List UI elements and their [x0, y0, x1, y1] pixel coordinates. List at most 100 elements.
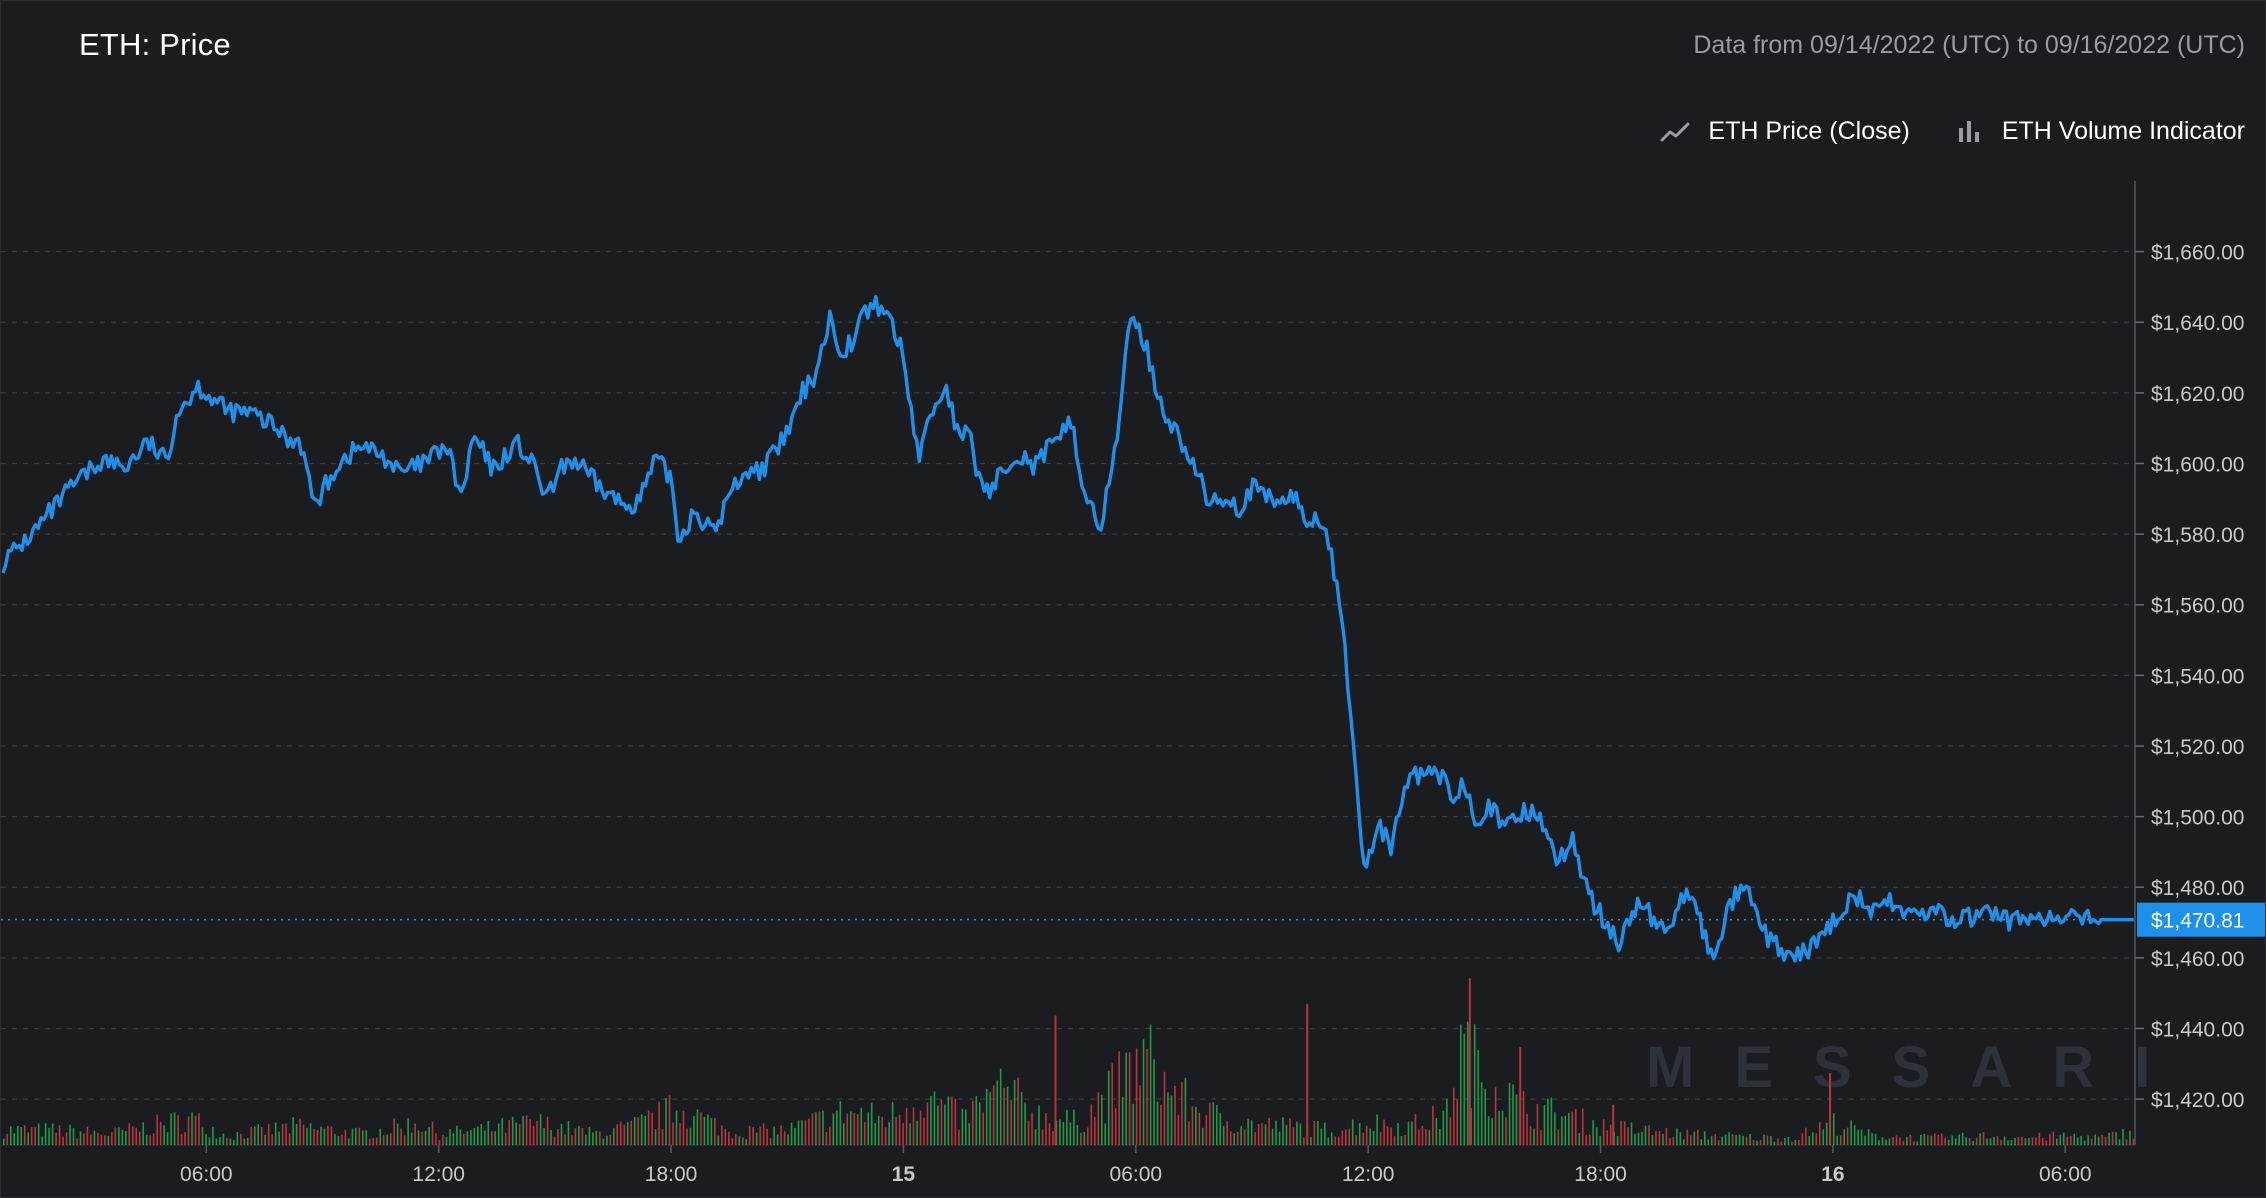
volume-bar	[933, 1091, 936, 1145]
volume-bar	[309, 1123, 312, 1145]
volume-bar	[1195, 1106, 1197, 1145]
volume-bar	[365, 1130, 368, 1145]
volume-bar	[829, 1126, 831, 1145]
volume-bar	[689, 1127, 692, 1145]
volume-bar	[6, 1133, 9, 1145]
volume-bar	[1428, 1129, 1431, 1145]
volume-bar	[1526, 1113, 1528, 1145]
volume-bar	[1240, 1126, 1242, 1145]
volume-bar	[780, 1125, 782, 1145]
volume-bar	[1306, 1004, 1309, 1145]
volume-bar	[1278, 1131, 1281, 1145]
volume-bar	[1268, 1117, 1270, 1145]
volume-bar	[2101, 1135, 2103, 1145]
volume-bar	[452, 1133, 455, 1145]
volume-bar	[773, 1126, 775, 1145]
volume-bar	[1505, 1117, 1507, 1145]
y-tick-label: $1,600.00	[2151, 453, 2244, 476]
volume-bar	[1770, 1136, 1772, 1145]
volume-bar	[1777, 1138, 1779, 1145]
volume-bar	[1090, 1104, 1093, 1145]
volume-bar	[330, 1126, 333, 1145]
volume-bar	[1899, 1137, 1901, 1145]
volume-bar	[1519, 1047, 1522, 1145]
volume-bar	[930, 1096, 932, 1145]
volume-bar	[1916, 1141, 1919, 1145]
volume-bar	[1449, 1117, 1452, 1145]
legend-item-volume[interactable]: ETH Volume Indicator	[1954, 117, 2245, 146]
volume-bar	[860, 1107, 863, 1145]
volume-bar	[243, 1138, 246, 1145]
volume-bar	[316, 1129, 319, 1145]
volume-bar	[386, 1134, 389, 1145]
volume-bar	[508, 1120, 511, 1145]
volume-bar	[647, 1110, 650, 1145]
volume-bar	[1860, 1129, 1863, 1145]
volume-bar	[539, 1114, 542, 1145]
volume-bar	[2111, 1131, 2114, 1145]
volume-bar	[916, 1120, 918, 1145]
volume-bar	[1299, 1123, 1302, 1145]
volume-bar	[790, 1122, 793, 1145]
volume-bar	[731, 1138, 734, 1145]
volume-bar	[1076, 1125, 1079, 1145]
volume-bar	[2031, 1137, 2034, 1145]
volume-bar	[602, 1138, 605, 1145]
volume-bar	[1219, 1113, 1222, 1145]
volume-bar	[2066, 1136, 2069, 1145]
volume-bar	[118, 1127, 120, 1145]
volume-bar	[1676, 1128, 1678, 1145]
volume-bar	[1759, 1139, 1762, 1145]
volume-bar	[1491, 1118, 1493, 1145]
volume-bar	[1198, 1112, 1201, 1145]
volume-bar	[752, 1127, 754, 1145]
volume-bar	[1766, 1135, 1769, 1145]
volume-bar	[529, 1119, 531, 1145]
volume-bar	[693, 1116, 695, 1145]
volume-bar	[2007, 1140, 2009, 1145]
volume-bar	[2094, 1134, 2096, 1145]
volume-bar	[839, 1100, 842, 1145]
volume-bar	[1404, 1135, 1406, 1145]
legend-item-price[interactable]: ETH Price (Close)	[1660, 117, 1910, 146]
volume-bar	[79, 1131, 82, 1145]
volume-bar	[1979, 1133, 1981, 1145]
volume-bar	[898, 1114, 901, 1145]
volume-bar	[1616, 1136, 1619, 1145]
volume-bar	[497, 1123, 500, 1145]
volume-bar	[1128, 1052, 1131, 1145]
volume-bar	[592, 1132, 594, 1145]
volume-bar	[463, 1133, 465, 1145]
volume-bar	[2003, 1136, 2006, 1145]
volume-bar	[1275, 1120, 1277, 1145]
volume-bar	[1418, 1129, 1420, 1145]
volume-bar	[815, 1112, 817, 1145]
y-tick-label: $1,540.00	[2151, 665, 2244, 688]
volume-bar	[2010, 1140, 2013, 1145]
volume-bar	[1815, 1133, 1818, 1145]
volume-bar	[417, 1130, 420, 1145]
volume-bar	[135, 1127, 138, 1145]
volume-bar	[1215, 1104, 1218, 1145]
volume-bar	[236, 1131, 239, 1145]
volume-bar	[1561, 1116, 1563, 1145]
volume-bar	[870, 1102, 873, 1145]
volume-bar	[20, 1127, 23, 1145]
volume-bar	[606, 1135, 608, 1145]
volume-bar	[1906, 1136, 1908, 1145]
volume-bar	[1954, 1138, 1957, 1145]
volume-bar	[808, 1118, 810, 1145]
volume-bar	[1836, 1135, 1839, 1145]
volume-bar	[124, 1131, 127, 1145]
volume-bar	[755, 1132, 758, 1145]
volume-bar	[1205, 1115, 1208, 1145]
volume-bar	[1111, 1063, 1114, 1145]
volume-bar	[393, 1118, 395, 1145]
volume-bar	[2055, 1138, 2058, 1145]
volume-bar	[1822, 1129, 1825, 1145]
volume-bar	[1456, 1099, 1459, 1145]
volume-bar	[41, 1136, 43, 1145]
volume-bar	[825, 1131, 828, 1145]
volume-bar	[1812, 1132, 1814, 1145]
